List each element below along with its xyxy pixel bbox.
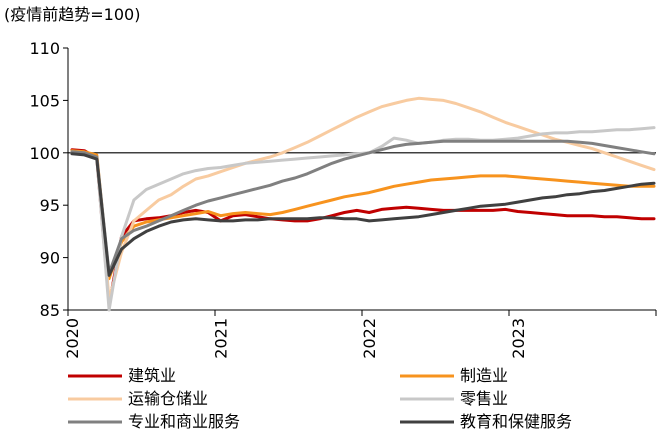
unit-label: (疫情前趋势=100) <box>4 5 140 24</box>
y-tick-label: 110 <box>29 39 60 58</box>
x-axis: 2020 2021 2022 2023 <box>63 309 657 359</box>
y-tick-label: 95 <box>40 196 60 215</box>
y-axis: 85 90 95 100 105 110 <box>29 39 69 320</box>
x-tick-label: 2021 <box>212 318 231 359</box>
y-tick-label: 105 <box>29 91 60 110</box>
x-tick-label: 2020 <box>63 318 82 359</box>
y-tick-label: 100 <box>29 144 60 163</box>
legend-label-4: 专业和商业服务 <box>128 412 240 431</box>
series-line-5 <box>70 152 656 277</box>
legend-label-1: 制造业 <box>460 366 508 385</box>
series-line-4 <box>70 139 656 275</box>
legend-label-2: 运输仓储业 <box>128 389 208 408</box>
legend-label-5: 教育和保健服务 <box>460 412 572 431</box>
x-tick-label: 2022 <box>360 318 379 359</box>
legend-label-3: 零售业 <box>460 389 508 408</box>
x-tick-label: 2023 <box>509 318 528 359</box>
series-line-2 <box>70 96 656 301</box>
y-tick-label: 85 <box>40 301 60 320</box>
series-lines <box>70 96 656 312</box>
y-tick-label: 90 <box>40 249 60 268</box>
legend-label-0: 建筑业 <box>128 366 176 385</box>
